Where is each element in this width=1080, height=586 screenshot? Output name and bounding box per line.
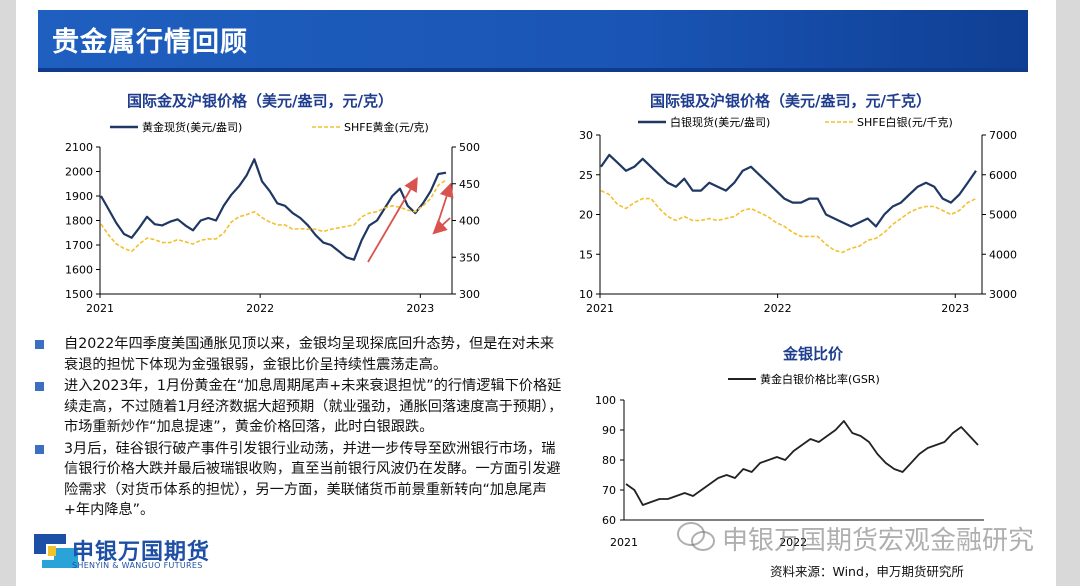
legend-label: 黄金白银价格比率(GSR) [760, 372, 880, 386]
bullet-text: 3月后，硅谷银行破产事件引发银行业动荡，并进一步传导至欧洲银行市场，瑞信银行价格… [64, 440, 561, 519]
y-right-tick-label: 5000 [989, 209, 1017, 222]
x-tick-label: 2021 [86, 302, 114, 315]
y-right-tick-label: 6000 [989, 169, 1017, 182]
legend-label: 白银现货(美元/盎司) [670, 115, 770, 129]
legend-label: SHFE黄金(元/克) [344, 120, 429, 134]
y-tick-label: 90 [602, 424, 616, 437]
x-tick-label: 2022 [779, 536, 807, 549]
bullet-item: 3月后，硅谷银行破产事件引发银行业动荡，并进一步传导至欧洲银行市场，瑞信银行价格… [32, 439, 567, 521]
y-left-tick-label: 15 [579, 248, 593, 261]
series-line-dashed [600, 189, 977, 254]
data-source-note: 资料来源：Wind，申万期货研究所 [770, 564, 964, 579]
y-tick-label: 60 [602, 514, 616, 527]
company-logo-icon [34, 534, 78, 568]
legend-label: 黄金现货(美元/盎司) [142, 120, 242, 134]
x-tick-label: 2021 [610, 536, 638, 549]
y-right-tick-label: 7000 [989, 129, 1017, 142]
watermark-text: 申银万国期货宏观金融研究 [722, 526, 1035, 556]
y-left-tick-label: 2100 [65, 141, 93, 154]
series-line-solid [600, 153, 977, 228]
wechat-icon [677, 522, 715, 551]
y-left-tick-label: 20 [579, 209, 593, 222]
logo-chinese-name: 申银万国期货 [72, 540, 211, 565]
series-line-dashed [100, 179, 447, 253]
gold-silver-ratio-chart: 100 90 80 70 60 2021 2022 黄金白银价格比率(GSR) [595, 372, 984, 549]
chart3-title: 金银比价 [783, 345, 844, 363]
gold-price-chart: 2100 2000 1900 1800 1700 1600 1500 500 450 400 350… [65, 120, 480, 315]
bullet-square-icon [35, 382, 44, 391]
y-left-tick-label: 1500 [65, 288, 93, 301]
x-tick-label: 2023 [406, 302, 434, 315]
x-tick-label: 2023 [941, 302, 969, 315]
series-line-solid [100, 158, 447, 261]
y-right-tick-label: 450 [459, 178, 480, 191]
y-left-tick-label: 1900 [65, 190, 93, 203]
commentary-list: 自2022年四季度美国通胀见顶以来，金银均呈现探底回升态势，但是在对未来衰退的担… [32, 334, 567, 522]
y-tick-label: 80 [602, 454, 616, 467]
title-banner [38, 10, 1028, 68]
series-line-solid [625, 420, 979, 506]
chart2-title: 国际银及沪银价格（美元/盎司，元/千克） [650, 92, 931, 110]
y-left-tick-label: 25 [579, 169, 593, 182]
left-frame [0, 0, 16, 586]
page-title: 贵金属行情回顾 [52, 27, 248, 58]
y-tick-label: 70 [602, 484, 616, 497]
chart1-title: 国际金及沪银价格（美元/盎司，元/克） [127, 92, 393, 110]
y-left-tick-label: 30 [579, 129, 593, 142]
y-right-tick-label: 3000 [989, 288, 1017, 301]
trend-arrow [432, 217, 451, 235]
bullet-square-icon [35, 340, 44, 349]
legend-label: SHFE白银(元/千克) [857, 115, 953, 129]
bullet-item: 自2022年四季度美国通胀见顶以来，金银均呈现探底回升态势，但是在对未来衰退的担… [32, 334, 567, 375]
y-right-tick-label: 500 [459, 141, 480, 154]
y-right-tick-label: 300 [459, 288, 480, 301]
y-left-tick-label: 2000 [65, 166, 93, 179]
logo-english-name: SHENYIN & WANGUO FUTURES [72, 561, 203, 570]
x-tick-label: 2021 [586, 302, 614, 315]
x-tick-label: 2022 [246, 302, 274, 315]
y-right-tick-label: 4000 [989, 248, 1017, 261]
bullet-square-icon [35, 444, 44, 454]
silver-price-chart: 30 25 20 15 10 7000 6000 5000 4000 3000 2021 2022 20… [579, 115, 1017, 315]
y-left-tick-label: 1800 [65, 215, 93, 228]
banner-underline [38, 68, 1028, 72]
bullet-text: 自2022年四季度美国通胀见顶以来，金银均呈现探底回升态势，但是在对未来衰退的担… [64, 336, 555, 373]
y-left-tick-label: 1600 [65, 264, 93, 277]
y-left-tick-label: 10 [579, 288, 593, 301]
trend-arrow [367, 176, 418, 263]
bullet-item: 进入2023年，1月份黄金在“加息周期尾声+未来衰退担忧”的行情逻辑下价格延续走… [32, 376, 567, 438]
trend-arrow [434, 182, 454, 233]
right-frame [1056, 0, 1080, 586]
y-right-tick-label: 350 [459, 251, 480, 264]
y-right-tick-label: 400 [459, 215, 480, 228]
y-tick-label: 100 [595, 394, 616, 407]
y-left-tick-label: 1700 [65, 239, 93, 252]
x-tick-label: 2022 [764, 302, 792, 315]
bullet-text: 进入2023年，1月份黄金在“加息周期尾声+未来衰退担忧”的行情逻辑下价格延续走… [64, 378, 563, 435]
